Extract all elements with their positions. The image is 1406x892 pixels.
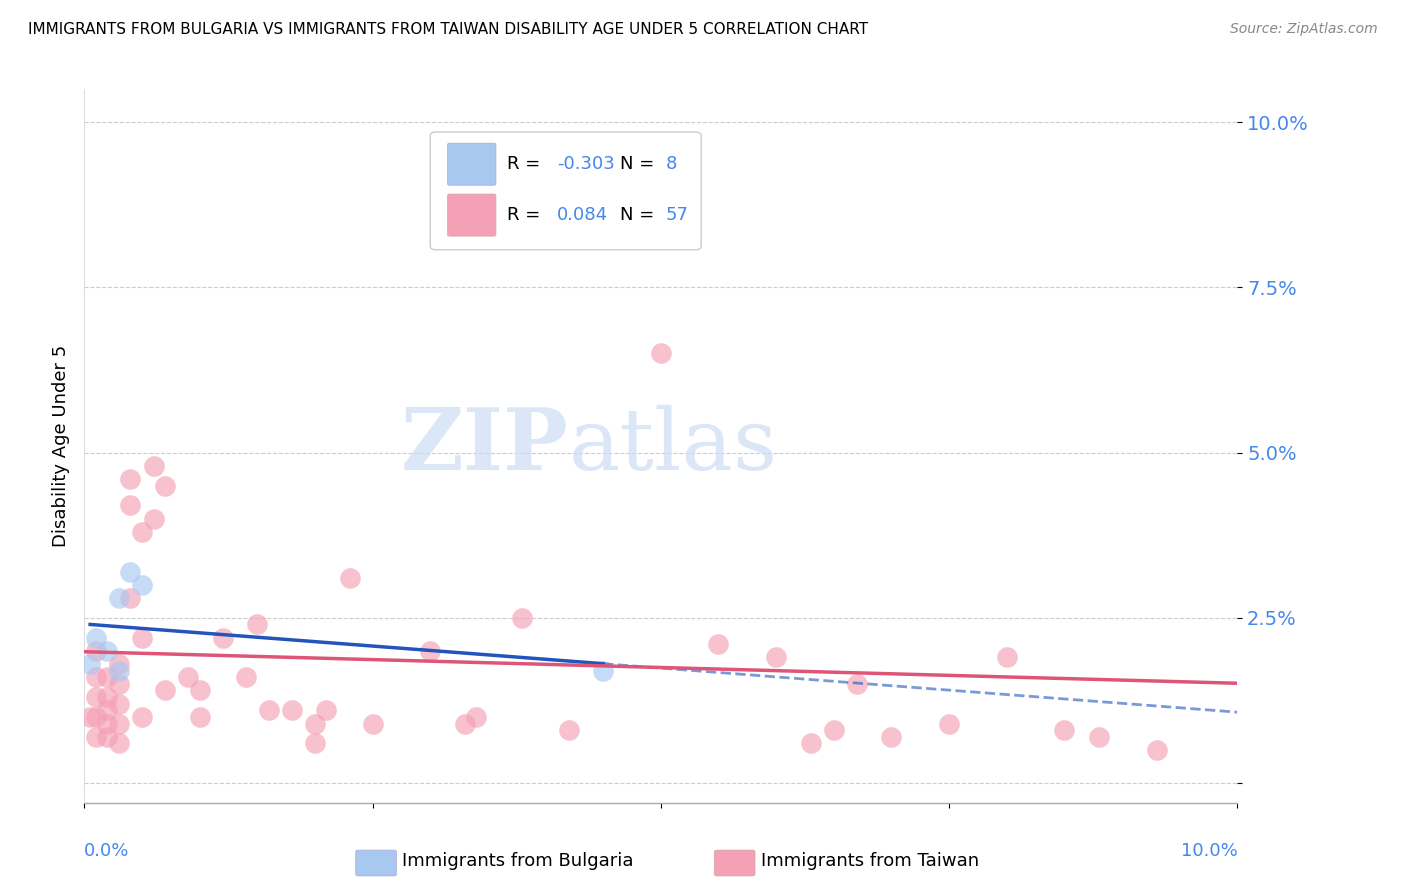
Point <box>131 524 153 539</box>
Point <box>419 644 441 658</box>
Text: ZIP: ZIP <box>401 404 568 488</box>
Point <box>465 710 488 724</box>
Point <box>96 644 118 658</box>
Point <box>96 670 118 684</box>
Text: IMMIGRANTS FROM BULGARIA VS IMMIGRANTS FROM TAIWAN DISABILITY AGE UNDER 5 CORREL: IMMIGRANTS FROM BULGARIA VS IMMIGRANTS F… <box>28 22 869 37</box>
Point <box>650 346 672 360</box>
Point <box>880 730 903 744</box>
Point <box>188 683 211 698</box>
Point <box>96 716 118 731</box>
Text: R =: R = <box>508 206 547 224</box>
Text: Immigrants from Taiwan: Immigrants from Taiwan <box>761 852 979 870</box>
Point <box>995 650 1018 665</box>
Point <box>142 458 165 473</box>
Text: N =: N = <box>620 206 661 224</box>
Text: R =: R = <box>508 155 547 173</box>
Point <box>315 703 337 717</box>
Point <box>131 631 153 645</box>
Text: 8: 8 <box>665 155 676 173</box>
FancyBboxPatch shape <box>447 143 496 186</box>
Point <box>938 716 960 731</box>
Point <box>79 657 101 671</box>
Point <box>304 736 326 750</box>
Point <box>108 716 131 731</box>
Point <box>108 736 131 750</box>
Point <box>557 723 579 738</box>
Point <box>845 677 868 691</box>
Point <box>84 644 107 658</box>
Point <box>1088 730 1111 744</box>
Point <box>211 631 233 645</box>
Point <box>96 690 118 704</box>
Point <box>235 670 257 684</box>
Point <box>707 637 730 651</box>
Text: 0.0%: 0.0% <box>84 842 129 861</box>
Point <box>153 683 176 698</box>
Text: 10.0%: 10.0% <box>1181 842 1237 861</box>
Point <box>108 697 131 711</box>
Text: Source: ZipAtlas.com: Source: ZipAtlas.com <box>1230 22 1378 37</box>
Text: Immigrants from Bulgaria: Immigrants from Bulgaria <box>402 852 634 870</box>
Point <box>84 730 107 744</box>
FancyBboxPatch shape <box>430 132 702 250</box>
Point <box>339 571 361 585</box>
Point <box>1053 723 1076 738</box>
Point <box>454 716 477 731</box>
Point <box>131 710 153 724</box>
Point <box>84 690 107 704</box>
Point <box>84 710 107 724</box>
Y-axis label: Disability Age Under 5: Disability Age Under 5 <box>52 345 70 547</box>
Point <box>800 736 823 750</box>
Point <box>84 670 107 684</box>
Text: 0.084: 0.084 <box>557 206 609 224</box>
Point <box>512 611 534 625</box>
Text: 57: 57 <box>665 206 689 224</box>
Point <box>120 591 142 605</box>
Point <box>188 710 211 724</box>
Point <box>120 472 142 486</box>
Point <box>120 565 142 579</box>
Point <box>108 677 131 691</box>
Point <box>1146 743 1168 757</box>
Point <box>257 703 280 717</box>
Point <box>108 657 131 671</box>
Point <box>96 703 118 717</box>
Point <box>120 499 142 513</box>
Point <box>581 175 603 189</box>
Point <box>79 710 101 724</box>
Point <box>361 716 384 731</box>
Point <box>108 664 131 678</box>
Text: atlas: atlas <box>568 404 778 488</box>
Point <box>177 670 200 684</box>
Point <box>592 664 614 678</box>
Point <box>765 650 787 665</box>
Point <box>281 703 304 717</box>
Text: N =: N = <box>620 155 661 173</box>
Point <box>823 723 845 738</box>
FancyBboxPatch shape <box>447 194 496 236</box>
Point <box>108 591 131 605</box>
Point <box>131 578 153 592</box>
Point <box>304 716 326 731</box>
Point <box>96 730 118 744</box>
Point <box>84 631 107 645</box>
Text: -0.303: -0.303 <box>557 155 614 173</box>
Point <box>142 511 165 525</box>
Point <box>246 617 269 632</box>
Point <box>153 478 176 492</box>
